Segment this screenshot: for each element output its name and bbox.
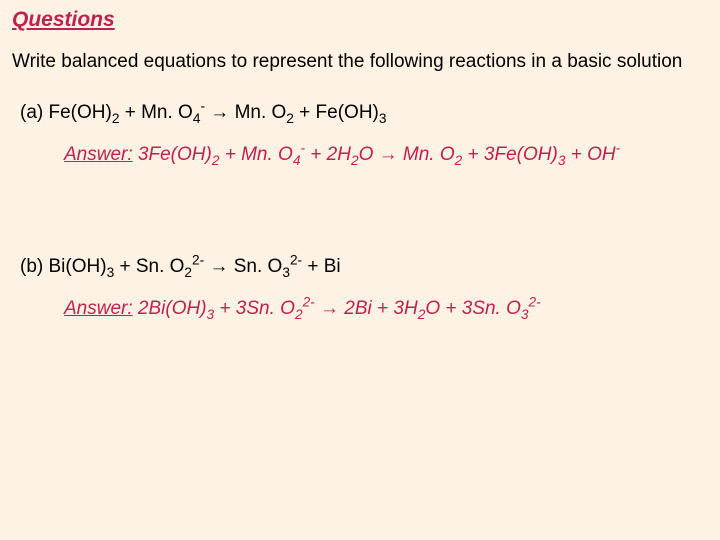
arrow-icon: → [209, 256, 228, 277]
arrow-icon: → [210, 102, 229, 123]
part-b-equation: (b) Bi(OH)3 + Sn. O22- → Sn. O32- + Bi [20, 256, 708, 278]
arrow-icon: → [320, 298, 339, 319]
part-a-equation: (a) Fe(OH)2 + Mn. O4- → Mn. O2 + Fe(OH)3 [20, 102, 708, 124]
answer-label: Answer: [64, 144, 133, 165]
part-b-answer: Answer: 2Bi(OH)3 + 3Sn. O22- → 2Bi + 3H2… [64, 298, 708, 320]
answer-label: Answer: [64, 298, 133, 319]
intro-text: Write balanced equations to represent th… [12, 50, 708, 74]
part-a-answer: Answer: 3Fe(OH)2 + Mn. O4- + 2H2O → Mn. … [64, 144, 708, 166]
part-b-label: (b) [20, 256, 49, 277]
arrow-icon: → [379, 144, 398, 165]
part-a-label: (a) [20, 102, 49, 123]
page-title: Questions [12, 8, 708, 32]
